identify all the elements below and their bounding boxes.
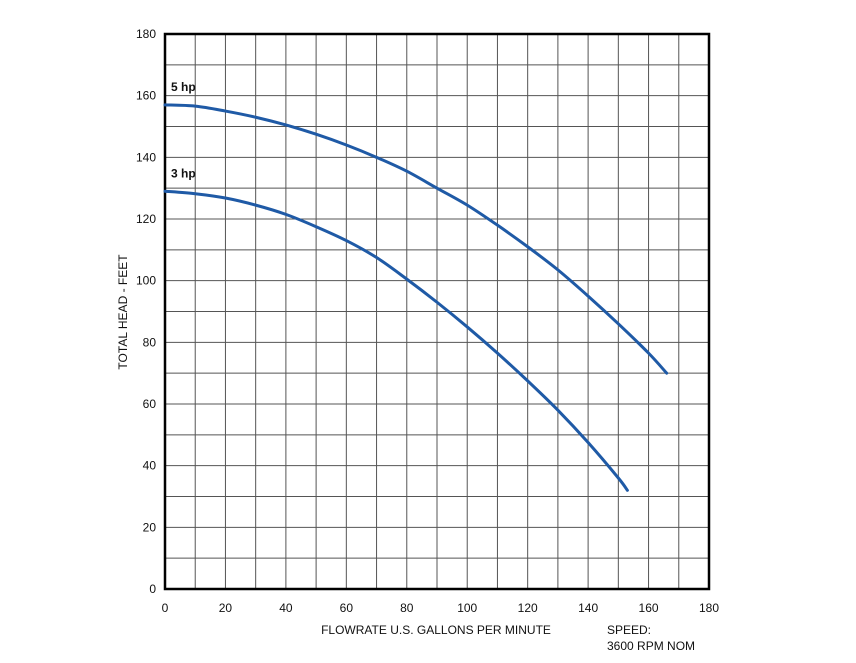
x-tick-label: 160 <box>639 601 659 615</box>
x-tick-label: 140 <box>578 601 598 615</box>
y-tick-label: 60 <box>143 397 157 411</box>
x-axis-title: FLOWRATE U.S. GALLONS PER MINUTE <box>321 623 551 637</box>
series-label-1: 3 hp <box>171 166 196 180</box>
series-line-1 <box>163 189 629 492</box>
series-label-0: 5 hp <box>171 80 196 94</box>
y-tick-label: 120 <box>136 212 156 226</box>
grid-lines <box>165 34 709 589</box>
x-tick-label: 60 <box>340 601 354 615</box>
y-tick-labels: 0 20 40 60 80 100 120 140 160 180 <box>136 27 156 596</box>
x-tick-labels: 0 20 40 60 80 100 120 140 160 180 <box>162 601 720 615</box>
x-tick-label: 80 <box>400 601 414 615</box>
y-tick-label: 160 <box>136 89 156 103</box>
plot-frame <box>163 32 711 591</box>
y-axis-title: TOTAL HEAD - FEET <box>116 254 130 370</box>
y-tick-label: 20 <box>143 520 157 534</box>
x-tick-label: 120 <box>518 601 538 615</box>
y-tick-label: 40 <box>143 459 157 473</box>
y-tick-label: 140 <box>136 150 156 164</box>
y-tick-label: 180 <box>136 27 156 41</box>
x-tick-label: 100 <box>457 601 477 615</box>
speed-label: SPEED: <box>607 623 651 637</box>
series-lines <box>163 103 669 492</box>
x-tick-label: 0 <box>162 601 169 615</box>
x-tick-label: 180 <box>699 601 719 615</box>
series-labels: 5 hp 3 hp <box>171 80 196 180</box>
y-tick-label: 100 <box>136 274 156 288</box>
x-tick-label: 40 <box>279 601 293 615</box>
x-tick-label: 20 <box>219 601 233 615</box>
y-tick-label: 0 <box>149 582 156 596</box>
y-tick-label: 80 <box>143 335 157 349</box>
speed-value: 3600 RPM NOM <box>607 639 695 653</box>
series-line-0 <box>163 103 669 375</box>
